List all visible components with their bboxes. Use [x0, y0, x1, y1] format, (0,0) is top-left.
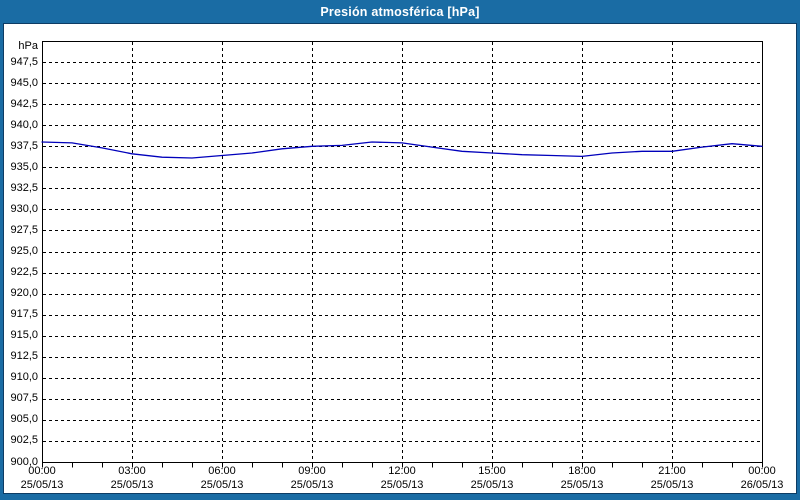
- x-tick-time-label: 09:00: [298, 465, 326, 477]
- y-tick-label: 905,0: [10, 413, 38, 426]
- pressure-line-chart: [41, 41, 763, 468]
- y-tick-label: 932,5: [10, 181, 38, 194]
- x-tick-time-label: 18:00: [568, 465, 596, 477]
- pressure-series-line: [41, 141, 763, 159]
- y-tick-label: 915,0: [10, 329, 38, 342]
- y-tick-label: 945,0: [10, 76, 38, 89]
- y-tick-label: 942,5: [10, 97, 38, 110]
- x-tick-time-label: 00:00: [748, 465, 776, 477]
- y-tick-label: 930,0: [10, 202, 38, 215]
- x-tick-date-label: 26/05/13: [740, 479, 784, 491]
- x-tick-date-label: 25/05/13: [290, 479, 334, 491]
- x-tick-date-label: 25/05/13: [650, 479, 694, 491]
- y-tick-label: 940,0: [10, 118, 38, 131]
- x-tick-time-label: 00:00: [28, 465, 56, 477]
- x-tick-date-label: 25/05/13: [20, 479, 64, 491]
- x-tick-time-label: 15:00: [478, 465, 506, 477]
- x-tick-date-label: 25/05/13: [200, 479, 244, 491]
- y-axis-unit-label: hPa: [18, 40, 38, 52]
- x-tick-date-label: 25/05/13: [380, 479, 424, 491]
- x-tick-time-label: 06:00: [208, 465, 236, 477]
- y-tick-label: 925,0: [10, 245, 38, 257]
- y-tick-label: 937,5: [10, 139, 38, 152]
- y-tick-label: 907,5: [10, 392, 38, 405]
- y-tick-label: 902,5: [10, 434, 38, 447]
- y-tick-label: 920,0: [10, 287, 38, 300]
- y-tick-label: 917,5: [10, 308, 38, 321]
- y-tick-label: 900,0: [10, 455, 38, 468]
- x-tick-time-label: 21:00: [658, 465, 686, 477]
- x-tick-date-label: 25/05/13: [110, 479, 154, 491]
- x-tick-time-label: 12:00: [388, 465, 416, 477]
- y-tick-label: 927,5: [10, 223, 38, 236]
- y-tick-label: 912,5: [10, 350, 38, 363]
- x-tick-time-label: 03:00: [118, 465, 146, 477]
- y-tick-label: 922,5: [10, 266, 38, 279]
- y-tick-label: 935,0: [10, 160, 38, 173]
- x-tick-date-label: 25/05/13: [470, 479, 514, 491]
- title-bar: Presión atmosférica [hPa]: [0, 0, 800, 23]
- chart-title: Presión atmosférica [hPa]: [320, 4, 480, 19]
- y-tick-label: 947,5: [10, 55, 38, 68]
- y-tick-label: 910,0: [10, 371, 38, 384]
- chart-panel: hPa 947,5 945,0 942,5 940,0 937,5 935,0 932,5 9…: [3, 23, 797, 494]
- plot-border: [42, 41, 763, 463]
- x-tick-date-label: 25/05/13: [560, 479, 604, 491]
